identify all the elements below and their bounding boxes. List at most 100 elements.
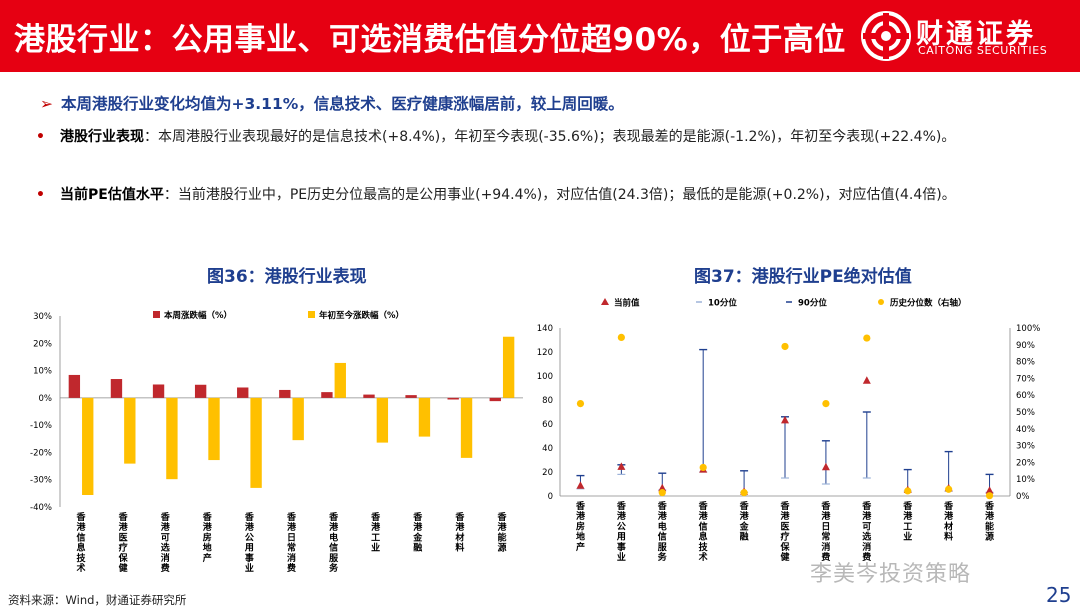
pe-percentile-dot [576, 400, 585, 408]
bullet-bold: 当前PE估值水平 [60, 187, 164, 203]
bar-ytd [250, 397, 262, 488]
page-number: 25 [1046, 583, 1072, 607]
bar-ytd [124, 397, 136, 464]
chart36-industry-performance: 30% 20% 10% 0% -10% -20% -30% -40% 香港信息技术 香港医疗保健 香… [30, 310, 523, 574]
x-tick-label: 香港材料 [454, 511, 465, 554]
pe-current-marker [862, 376, 871, 384]
y-tick-label: 10% [33, 367, 52, 377]
y-left-tick-label: 0 [548, 492, 553, 502]
x-tick-label: 香港可选消费 [160, 511, 171, 574]
y-left-tick-label: 40 [542, 444, 553, 454]
x-tick-label: 香港日常消费 [286, 511, 297, 574]
bullet-item: • 当前PE估值水平：当前港股行业中，PE历史分位最高的是公用事业(+94.4%… [36, 184, 1050, 206]
y-right-tick-label: 50% [1016, 408, 1035, 418]
pe-percentile-dot [617, 333, 625, 342]
pe-current-marker [985, 486, 994, 494]
company-logo: 财通证券 CAITONG SECURITIES [858, 8, 1073, 66]
pe-percentile-dot [904, 487, 912, 495]
legend-label: 90分位 [798, 298, 827, 309]
y-left-tick-label: 100 [537, 372, 553, 382]
x-tick-label: 香港电信服务 [657, 500, 668, 563]
y-right-tick-label: 70% [1016, 374, 1035, 384]
y-right-tick-label: 20% [1016, 458, 1035, 468]
bar-ytd [460, 397, 473, 458]
x-tick-label: 香港信息技术 [76, 511, 87, 574]
bar-ytd [502, 336, 515, 398]
x-tick-label: 香港可选消费 [861, 500, 872, 563]
bar-weekly [237, 387, 249, 398]
x-tick-label: 香港工业 [370, 511, 381, 554]
legend-label: 本周涨跌幅（%） [164, 310, 232, 321]
pe-current-marker [821, 462, 830, 471]
bar-weekly [152, 384, 165, 398]
pe-percentile-dot [945, 485, 953, 493]
pe-current-marker [781, 415, 789, 424]
bar-weekly [279, 389, 291, 398]
bar-ytd [292, 397, 304, 441]
bullet-dot-icon: • [36, 129, 45, 145]
legend-marker-history [878, 299, 884, 305]
y-left-tick-label: 140 [537, 324, 553, 334]
logo-emblem-icon [861, 11, 911, 61]
pe-percentile-dot [740, 489, 748, 497]
chart36-title: 图36：港股行业表现 [207, 267, 367, 287]
x-tick-label: 香港日常消费 [820, 500, 831, 563]
x-tick-label: 香港能源 [496, 511, 507, 554]
bar-ytd [418, 397, 431, 437]
y-tick-label: -20% [30, 448, 52, 458]
header-banner: 港股行业：公用事业、可选消费估值分位超90%，位于高位 财通证券 CAITONG… [0, 0, 1080, 72]
legend-marker-current [601, 298, 609, 305]
pe-percentile-dot [658, 489, 666, 497]
bar-ytd [166, 397, 178, 480]
y-tick-label: 30% [33, 312, 52, 322]
summary-text: 本周港股行业变化均值为+3.11%，信息技术、医疗健康涨幅居前，较上周回暖。 [61, 95, 624, 113]
y-right-tick-label: 40% [1016, 425, 1035, 435]
x-tick-label: 香港公用事业 [616, 500, 627, 563]
x-tick-label: 香港电信服务 [328, 511, 339, 574]
bar-weekly [194, 384, 207, 398]
legend-swatch [308, 311, 315, 318]
y-right-tick-label: 80% [1016, 358, 1035, 368]
y-tick-label: -40% [30, 503, 52, 513]
summary-line: ➢ 本周港股行业变化均值为+3.11%，信息技术、医疗健康涨幅居前，较上周回暖。 [40, 92, 624, 114]
y-right-tick-label: 100% [1016, 324, 1040, 334]
logo-text-en: CAITONG SECURITIES [918, 44, 1048, 57]
bar-ytd [334, 362, 346, 398]
legend-label: 10分位 [708, 298, 737, 309]
x-tick-label: 香港房地产 [575, 500, 586, 553]
y-left-tick-label: 80 [542, 396, 553, 406]
bullet-bold: 港股行业表现 [60, 129, 144, 145]
page-title: 港股行业：公用事业、可选消费估值分位超90%，位于高位 [14, 22, 846, 58]
pe-percentile-dot [863, 334, 871, 342]
y-left-tick-label: 120 [537, 348, 553, 358]
x-tick-label: 香港工业 [902, 500, 913, 543]
pe-current-marker [658, 483, 667, 492]
bar-weekly [405, 395, 417, 398]
legend-label: 当前值 [614, 298, 640, 309]
y-left-tick-label: 60 [542, 420, 553, 430]
x-tick-label: 香港材料 [943, 500, 954, 543]
bullet-text: ：当前港股行业中，PE历史分位最高的是公用事业(+94.4%)，对应估值(24.… [163, 187, 956, 203]
bar-weekly [321, 392, 333, 398]
legend-label: 年初至今涨跌幅（%） [319, 310, 404, 321]
x-tick-label: 香港金融 [739, 500, 750, 543]
legend-swatch [153, 311, 160, 318]
bullet-item: • 港股行业表现：本周港股行业表现最好的是信息技术(+8.4%)，年初至今表现(… [36, 126, 1050, 148]
bar-ytd [208, 397, 220, 461]
pe-current-marker [576, 481, 585, 489]
bar-ytd [82, 397, 94, 495]
watermark: 李美岑投资策略 [810, 562, 972, 587]
pe-percentile-dot [781, 342, 789, 351]
x-tick-label: 香港金融 [412, 511, 423, 554]
y-tick-label: -10% [30, 421, 52, 431]
x-tick-label: 香港医疗保健 [118, 511, 129, 574]
y-right-tick-label: 0% [1016, 492, 1030, 502]
bar-weekly [363, 394, 375, 398]
x-tick-label: 香港公用事业 [244, 511, 255, 574]
y-tick-label: 0% [39, 394, 53, 404]
y-right-tick-label: 90% [1016, 341, 1035, 351]
arrow-bullet-icon: ➢ [40, 95, 53, 113]
logo-text-cn: 财通证券 [916, 19, 1036, 50]
bar-weekly [447, 397, 459, 400]
y-right-tick-label: 30% [1016, 442, 1035, 452]
